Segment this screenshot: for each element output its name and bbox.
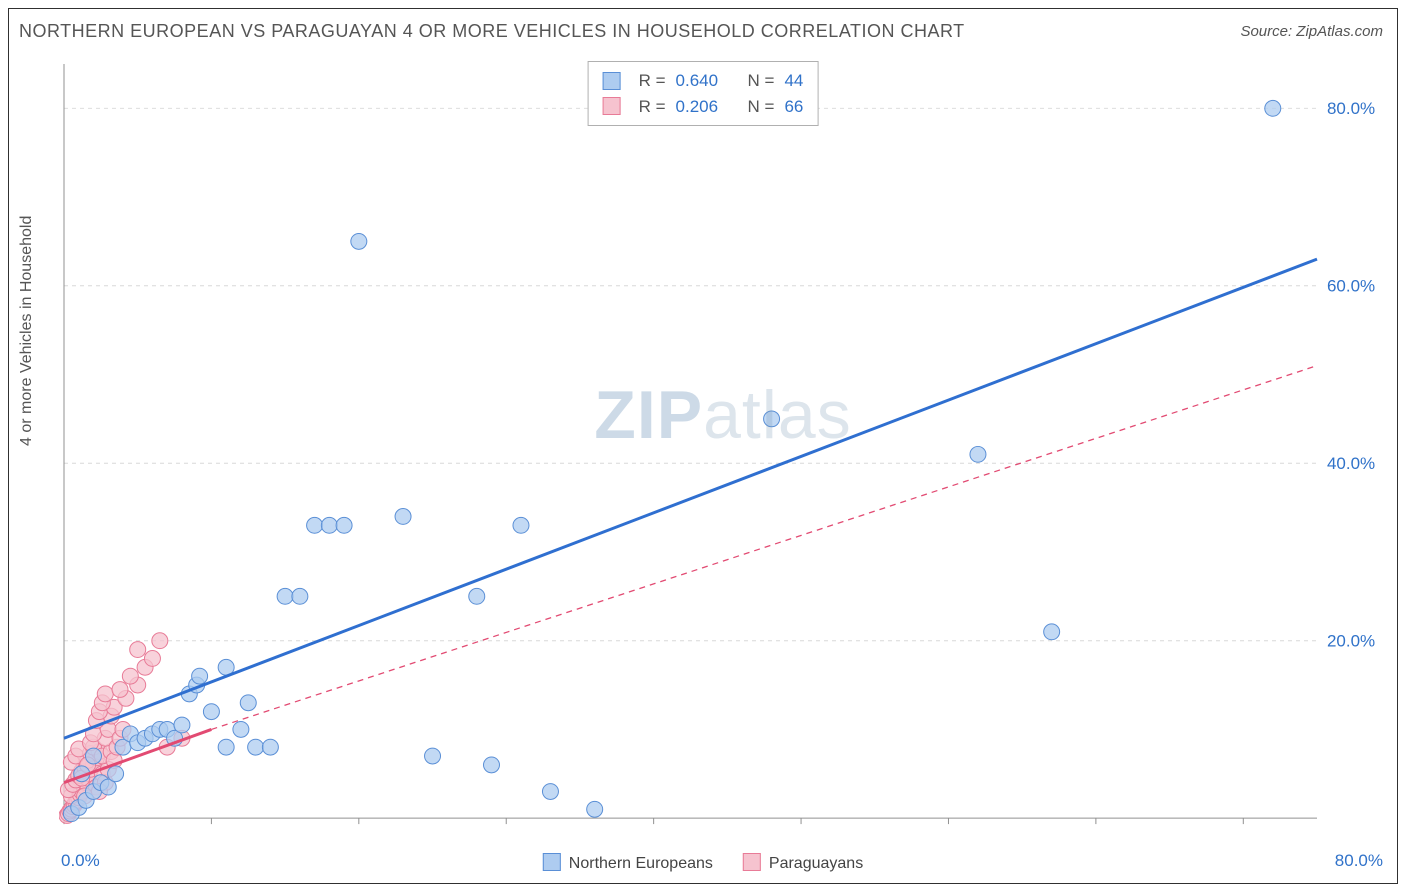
legend-swatch xyxy=(743,853,761,871)
scatter-plot-svg: 20.0% 40.0% 60.0% 80.0% xyxy=(59,59,1387,833)
x-axis-max-label: 80.0% xyxy=(1335,851,1383,871)
n-label: N = xyxy=(748,68,775,94)
plot-area: 20.0%40.0%60.0%80.0% ZIPatlas xyxy=(59,59,1387,833)
svg-text:40.0%: 40.0% xyxy=(1327,454,1375,473)
chart-container: NORTHERN EUROPEAN VS PARAGUAYAN 4 OR MOR… xyxy=(8,8,1398,884)
r-label: R = xyxy=(639,94,666,120)
n-label: N = xyxy=(748,94,775,120)
legend-label: Paraguayans xyxy=(769,855,863,872)
legend-label: Northern Europeans xyxy=(569,855,713,872)
r-value: 0.206 xyxy=(676,94,719,120)
x-axis-min-label: 0.0% xyxy=(61,851,100,871)
n-value: 66 xyxy=(784,94,803,120)
chart-title: NORTHERN EUROPEAN VS PARAGUAYAN 4 OR MOR… xyxy=(19,21,965,42)
legend-item: Northern Europeans xyxy=(543,853,713,873)
series-legend: Northern Europeans Paraguayans xyxy=(543,853,863,873)
legend-swatch xyxy=(543,853,561,871)
r-label: R = xyxy=(639,68,666,94)
svg-text:80.0%: 80.0% xyxy=(1327,99,1375,118)
r-value: 0.640 xyxy=(676,68,719,94)
svg-text:60.0%: 60.0% xyxy=(1327,277,1375,296)
legend-row: R = 0.640 N = 44 xyxy=(603,68,804,94)
correlation-legend: R = 0.640 N = 44 R = 0.206 N = 66 xyxy=(588,61,819,126)
legend-item: Paraguayans xyxy=(743,853,863,873)
y-axis-label: 4 or more Vehicles in Household xyxy=(18,216,36,446)
n-value: 44 xyxy=(784,68,803,94)
legend-swatch xyxy=(603,72,621,90)
svg-text:20.0%: 20.0% xyxy=(1327,632,1375,651)
legend-row: R = 0.206 N = 66 xyxy=(603,94,804,120)
legend-swatch xyxy=(603,97,621,115)
source-attribution: Source: ZipAtlas.com xyxy=(1240,23,1383,40)
